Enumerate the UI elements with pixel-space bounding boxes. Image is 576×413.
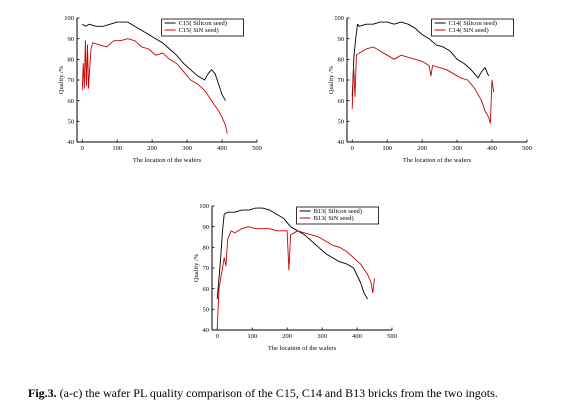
y-tick-label: 100	[199, 203, 209, 210]
chart-b: 0 100 200 300 400 500 40 50 60 70 80 90 100 The locat…	[328, 15, 532, 164]
series-line-2	[216, 226, 375, 331]
y-tick-label: 90	[68, 36, 75, 43]
x-tick-label: 100	[247, 333, 257, 340]
y-tick-label: 60	[68, 98, 75, 105]
x-tick-label: 0	[351, 145, 354, 152]
y-tick-label: 80	[68, 57, 75, 64]
y-axis-title: Quality /%	[58, 65, 65, 94]
series-line-2	[351, 46, 495, 124]
x-tick-label: 300	[317, 333, 327, 340]
legend-label: C15( Silicon seed)	[179, 20, 227, 27]
x-axis-title: The location of the wafers	[403, 157, 472, 164]
series-line-1	[216, 207, 368, 300]
y-tick-label: 90	[203, 224, 210, 231]
y-tick-label: 100	[64, 15, 74, 22]
y-tick-label: 40	[338, 139, 345, 146]
x-tick-label: 500	[252, 145, 262, 152]
x-tick-label: 400	[217, 145, 227, 152]
y-tick-label: 40	[68, 139, 75, 146]
x-tick-label: 400	[352, 333, 362, 340]
legend-label: C14( SiN seed)	[449, 27, 489, 34]
legend-label: C14( Silicon seed)	[449, 20, 497, 27]
x-tick-label: 0	[81, 145, 84, 152]
x-tick-label: 300	[182, 145, 192, 152]
x-tick-label: 200	[147, 145, 157, 152]
x-axis-title: The location of the wafers	[133, 157, 202, 164]
legend-label: C15( SiN seed)	[179, 27, 219, 34]
x-tick-label: 400	[487, 145, 497, 152]
y-tick-label: 70	[338, 77, 345, 84]
y-tick-label: 70	[203, 265, 210, 272]
series-line-1	[81, 21, 226, 101]
y-tick-label: 80	[203, 245, 210, 252]
legend-box	[161, 18, 244, 37]
x-tick-label: 100	[382, 145, 392, 152]
y-axis-title: Quality /%	[328, 65, 335, 94]
series-line-2	[81, 38, 228, 134]
legend-label: B13( SiN seed)	[314, 215, 354, 222]
x-tick-label: 200	[417, 145, 427, 152]
y-tick-label: 100	[334, 15, 344, 22]
chart-a: 0 100 200 300 400 500 40 50 60 70 80 90 100 The locat…	[58, 15, 262, 164]
x-tick-label: 0	[216, 333, 219, 340]
y-tick-label: 40	[203, 327, 210, 334]
x-tick-label: 500	[522, 145, 532, 152]
y-tick-label: 80	[338, 57, 345, 64]
legend-box	[296, 206, 379, 225]
x-tick-label: 200	[282, 333, 292, 340]
legend-label: B13( Silicon seed)	[314, 208, 362, 215]
y-tick-label: 50	[338, 119, 345, 126]
series-line-1	[351, 21, 490, 97]
x-tick-label: 100	[112, 145, 122, 152]
figure-caption: Fig.3. (a-c) the wafer PL quality compar…	[28, 386, 568, 401]
y-tick-label: 50	[68, 119, 75, 126]
y-axis-title: Quality /%	[193, 253, 200, 282]
x-axis-title: The location of the wafers	[268, 345, 337, 352]
x-tick-label: 300	[452, 145, 462, 152]
y-tick-label: 70	[68, 77, 75, 84]
y-tick-label: 60	[203, 286, 210, 293]
figure-caption-text: (a-c) the wafer PL quality comparison of…	[56, 386, 498, 400]
y-tick-label: 60	[338, 98, 345, 105]
x-tick-label: 500	[387, 333, 397, 340]
figure-caption-label: Fig.3.	[28, 386, 57, 400]
y-tick-label: 90	[338, 36, 345, 43]
chart-c: 0 100 200 300 400 500 40 50 60 70 80 90 100 The locat…	[193, 203, 397, 352]
y-tick-label: 50	[203, 307, 210, 314]
legend-box	[431, 18, 514, 37]
